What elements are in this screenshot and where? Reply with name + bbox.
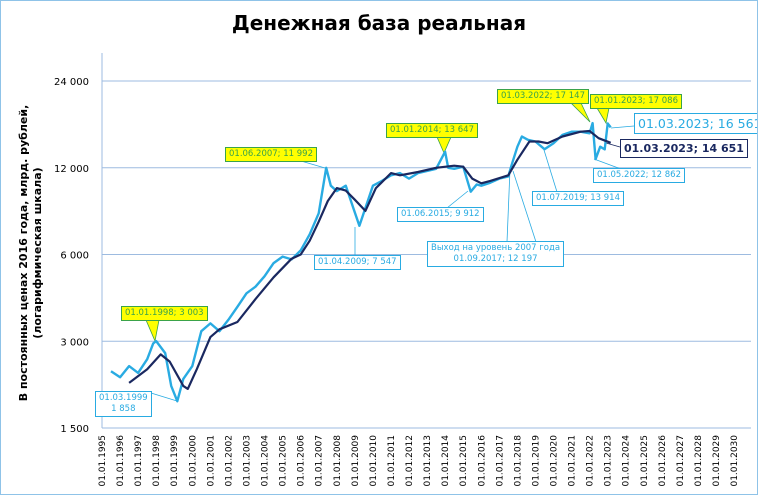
y-tick-label: 12 000 xyxy=(54,164,89,175)
leader-line xyxy=(145,319,160,343)
x-tick-label: 01.01.2005 xyxy=(279,435,289,487)
y-tick-label: 3 000 xyxy=(60,337,89,348)
annotation-line: 1 858 xyxy=(111,404,136,414)
x-tick-label: 01.01.2001 xyxy=(206,435,216,487)
x-tick-label: 01.01.2009 xyxy=(351,435,361,487)
x-tick-label: 01.01.2021 xyxy=(568,435,578,487)
leader-line xyxy=(593,158,622,170)
x-tick-label: 01.01.2026 xyxy=(658,435,668,487)
annotation-2022-peak: 01.03.2022; 17 147 xyxy=(497,89,589,104)
x-tick-label: 01.01.2010 xyxy=(369,435,379,487)
leader-line xyxy=(570,102,591,123)
x-tick-label: 01.01.2024 xyxy=(622,435,632,487)
annotation-line: 01.03.1999 xyxy=(99,393,148,403)
leader-line xyxy=(596,107,610,125)
series-smoothed-line xyxy=(128,129,612,390)
annotation-2007: 01.06.2007; 11 992 xyxy=(225,147,317,162)
annotation-2023-peak: 01.01.2023; 17 086 xyxy=(590,94,682,109)
y-tick-label: 6 000 xyxy=(60,251,89,262)
leader-line xyxy=(512,170,537,243)
leader-line xyxy=(543,149,558,193)
x-tick-label: 01.01.1999 xyxy=(170,435,180,487)
x-tick-label: 01.01.2014 xyxy=(441,435,451,487)
leader-line xyxy=(436,136,452,154)
y-axis-label: В постоянных ценах 2016 года, млрд. рубл… xyxy=(17,103,45,403)
annotation-2019: 01.07.2019; 13 914 xyxy=(532,191,624,206)
leader-line xyxy=(150,392,178,402)
x-tick-label: 01.01.2016 xyxy=(477,435,487,487)
annotation-2017: Выход на уровень 2007 года 01.09.2017; 1… xyxy=(427,241,565,267)
x-tick-label: 01.01.2012 xyxy=(405,435,415,487)
annotation-2015: 01.06.2015; 9 912 xyxy=(397,207,484,222)
x-tick-label: 01.01.2027 xyxy=(676,435,686,487)
x-tick-label: 01.01.1997 xyxy=(134,435,144,487)
x-tick-label: 01.01.2025 xyxy=(640,435,650,487)
chart-title: Денежная база реальная xyxy=(231,11,527,35)
annotation-2022-dip: 01.05.2022; 12 862 xyxy=(593,168,685,183)
x-tick-label: 01.01.1996 xyxy=(116,435,126,487)
x-tick-label: 01.01.2006 xyxy=(297,435,307,487)
x-tick-label: 01.01.2013 xyxy=(423,435,433,487)
y-axis-label-line: В постоянных ценах 2016 года, млрд. рубл… xyxy=(17,104,30,402)
x-tick-label: 01.01.2008 xyxy=(333,435,343,487)
y-tick-label: 1 500 xyxy=(60,424,89,435)
leader-line xyxy=(610,125,635,129)
leader-line xyxy=(506,168,511,243)
annotation-1998: 01.01.1998; 3 003 xyxy=(121,306,208,321)
annotation-1999: 01.03.1999 1 858 xyxy=(95,391,152,417)
y-tick-label: 24 000 xyxy=(54,77,89,88)
x-tick-label: 01.01.2002 xyxy=(224,435,234,487)
x-tick-label: 01.01.2030 xyxy=(730,435,740,487)
x-tick-label: 01.01.2023 xyxy=(604,435,614,487)
y-axis-label-line: (логарифмическая шкала) xyxy=(31,167,44,339)
annotation-2023-raw: 01.03.2023; 16 561 xyxy=(634,113,757,134)
annotation-2014: 01.01.2014; 13 647 xyxy=(386,123,478,138)
annotation-2023-smoothed: 01.03.2023; 14 651 xyxy=(620,139,748,158)
series-raw-line xyxy=(110,121,612,403)
x-tick-label: 01.01.2029 xyxy=(712,435,722,487)
x-tick-label: 01.01.2020 xyxy=(550,435,560,487)
x-tick-label: 01.01.2015 xyxy=(459,435,469,487)
annotation-line: 01.09.2017; 12 197 xyxy=(453,254,538,264)
x-tick-label: 01.01.2019 xyxy=(531,435,541,487)
annotation-2009: 01.04.2009; 7 547 xyxy=(314,255,401,270)
x-tick-label: 01.01.2011 xyxy=(387,435,397,487)
leader-line xyxy=(300,160,326,169)
x-tick-label: 01.01.2000 xyxy=(188,435,198,487)
x-tick-label: 01.01.1995 xyxy=(98,435,108,487)
annotation-line: Выход на уровень 2007 года xyxy=(431,243,561,253)
x-tick-label: 01.01.2017 xyxy=(495,435,505,487)
x-tick-label: 01.01.1998 xyxy=(152,435,162,487)
x-tick-label: 01.01.2007 xyxy=(315,435,325,487)
x-tick-label: 01.01.2028 xyxy=(694,435,704,487)
x-tick-label: 01.01.2003 xyxy=(242,435,252,487)
x-tick-label: 01.01.2018 xyxy=(513,435,523,487)
x-tick-label: 01.01.2022 xyxy=(586,435,596,487)
leader-line xyxy=(605,142,621,148)
leader-line xyxy=(446,190,469,209)
x-tick-label: 01.01.2004 xyxy=(261,435,271,487)
